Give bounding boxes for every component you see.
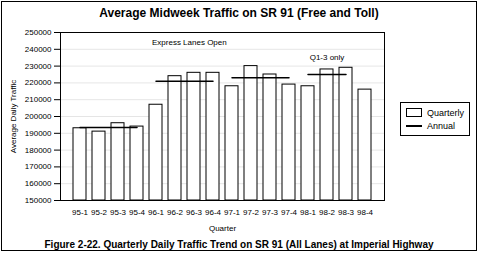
svg-text:210000: 210000: [25, 95, 52, 104]
svg-text:170000: 170000: [25, 162, 52, 171]
svg-text:96-1: 96-1: [148, 208, 165, 217]
svg-text:Q1-3 only: Q1-3 only: [310, 53, 345, 62]
svg-text:97-4: 97-4: [281, 208, 298, 217]
svg-text:Express Lanes Open: Express Lanes Open: [152, 38, 227, 47]
svg-text:98-1: 98-1: [300, 208, 317, 217]
svg-text:200000: 200000: [25, 112, 52, 121]
svg-text:250000: 250000: [25, 28, 52, 37]
svg-text:97-1: 97-1: [224, 208, 241, 217]
svg-text:150000: 150000: [25, 196, 52, 205]
svg-text:190000: 190000: [25, 129, 52, 138]
svg-text:95-3: 95-3: [110, 208, 127, 217]
svg-text:95-1: 95-1: [72, 208, 89, 217]
svg-text:98-3: 98-3: [338, 208, 355, 217]
html-text:Annual: Annual: [427, 120, 455, 131]
svg-text:160000: 160000: [25, 179, 52, 188]
svg-text:96-2: 96-2: [167, 208, 184, 217]
svg-text:220000: 220000: [25, 78, 52, 87]
svg-text:95-2: 95-2: [91, 208, 108, 217]
svg-text:Average Daily Traffic: Average Daily Traffic: [9, 80, 18, 154]
svg-text:240000: 240000: [25, 45, 52, 54]
svg-text:95-4: 95-4: [129, 208, 146, 217]
html-text:Quarterly: Quarterly: [427, 107, 464, 118]
svg-text:98-4: 98-4: [357, 208, 374, 217]
svg-text:96-4: 96-4: [205, 208, 222, 217]
html-text:Average Midweek Traffic on SR: Average Midweek Traffic on SR 91 (Free a…: [99, 6, 379, 20]
svg-text:230000: 230000: [25, 62, 52, 71]
svg-text:180000: 180000: [25, 146, 52, 155]
svg-text:98-2: 98-2: [319, 208, 336, 217]
svg-text:96-3: 96-3: [186, 208, 203, 217]
svg-text:Quarter: Quarter: [209, 224, 236, 233]
svg-text:97-3: 97-3: [262, 208, 279, 217]
html-text:Figure 2-22. Quarterly Daily T: Figure 2-22. Quarterly Daily Traffic Tre…: [44, 239, 434, 250]
svg-text:97-2: 97-2: [243, 208, 260, 217]
